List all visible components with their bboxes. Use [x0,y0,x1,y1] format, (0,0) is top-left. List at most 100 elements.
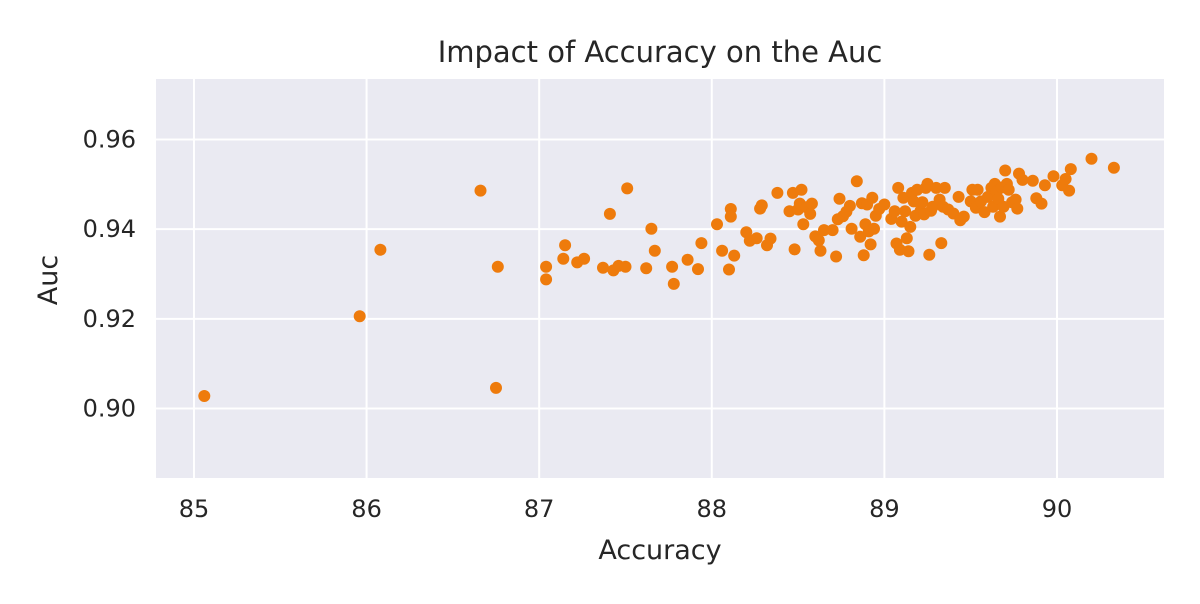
data-point [695,237,708,250]
data-point [797,218,810,231]
grid [156,79,1164,478]
x-axis-label: Accuracy [598,535,721,566]
data-point [597,261,609,274]
y-tick-label: 0.94 [83,215,136,243]
data-point [900,232,913,245]
data-point [899,205,912,218]
data-point [771,186,784,199]
data-point [930,181,943,194]
data-point [750,232,763,245]
data-point [845,222,858,235]
data-point [1063,184,1076,197]
data-point [888,205,901,218]
data-point [667,277,680,290]
data-point [814,244,827,257]
x-tick-label: 88 [697,495,728,523]
chart-title: Impact of Accuracy on the Auc [438,35,883,69]
data-point [878,198,891,211]
data-point [557,252,570,265]
data-point [578,252,591,265]
data-point [830,250,843,263]
data-point [854,230,867,243]
data-point [866,191,879,204]
x-tick-labels: 85 86 87 88 89 90 [179,495,1073,523]
data-point [1064,163,1077,176]
data-point [994,210,1006,223]
data-point [648,244,661,257]
data-point [850,175,863,188]
data-point [716,244,729,257]
x-tick-label: 87 [524,495,555,523]
y-tick-label: 0.90 [83,395,136,423]
data-point [895,215,908,228]
data-point [1011,202,1024,215]
data-points [198,152,1120,402]
data-point [724,210,737,223]
data-point [1107,161,1120,174]
data-point [1026,174,1039,187]
data-point [474,184,487,197]
data-point [540,260,553,273]
data-point [902,245,915,258]
data-point [916,196,929,209]
data-point [1016,173,1029,186]
y-tick-label: 0.92 [83,305,136,333]
data-point [619,260,632,273]
data-point [981,190,994,203]
x-tick-label: 90 [1042,495,1073,523]
data-point [868,222,880,235]
data-point [1002,183,1015,196]
data-point [666,260,679,273]
data-point [864,238,877,251]
data-point [491,260,504,273]
data-point [490,381,502,394]
data-point [1035,197,1048,210]
plot-area [156,79,1164,478]
data-point [857,249,870,262]
data-point [999,164,1012,177]
data-point [1038,179,1051,192]
data-point [957,210,970,223]
data-point [843,199,856,212]
data-point [971,183,984,196]
data-point [681,253,694,266]
x-tick-label: 89 [869,495,900,523]
data-point [935,237,948,250]
y-tick-labels: 0.90 0.92 0.94 0.96 [83,126,136,423]
data-point [923,248,936,261]
data-point [621,182,634,195]
data-point [1059,173,1072,185]
data-point [353,310,366,323]
data-point [540,273,553,286]
data-point [804,207,817,220]
y-axis-label: Auc [33,255,64,305]
data-point [1085,152,1098,165]
x-tick-label: 86 [351,495,382,523]
x-tick-label: 85 [179,495,210,523]
data-point [904,220,917,233]
data-point [645,222,658,235]
data-point [818,224,830,237]
data-point [764,232,777,245]
data-point [952,190,965,203]
data-point [198,390,211,402]
data-point [723,263,735,276]
data-point [826,224,839,237]
data-point [755,199,768,212]
data-point [892,181,905,194]
data-point [640,262,653,275]
data-point [812,234,825,247]
data-point [1009,193,1022,206]
data-point [1047,170,1060,183]
data-point [692,263,704,276]
data-point [907,195,920,208]
data-point [938,181,951,194]
data-point [374,243,387,256]
data-point [795,183,808,196]
data-point [805,197,818,210]
data-point [788,243,801,256]
data-point [728,249,741,262]
y-tick-label: 0.96 [83,126,136,154]
data-point [833,192,846,205]
